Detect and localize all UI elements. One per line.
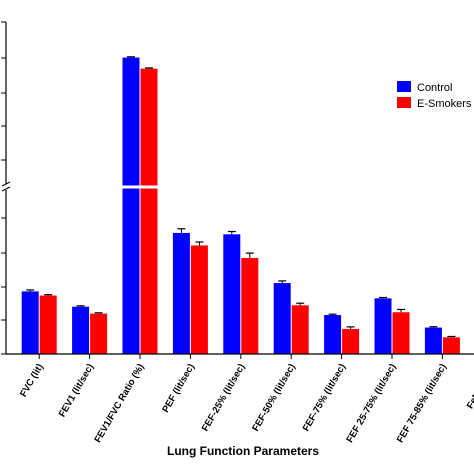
bar-e-smokers-6: [342, 328, 360, 354]
bar-e-smokers-7: [392, 312, 410, 354]
x-tick-label-1: FEV1 (lit/sec): [57, 362, 96, 419]
bar-control-8: [424, 327, 442, 354]
y-axis-break-mark-lower: [1, 186, 11, 192]
legend-label-control: Control: [417, 82, 452, 94]
bar-control-1: [72, 306, 90, 354]
bar-control-4: [223, 234, 241, 354]
bar-control-2: [122, 57, 140, 355]
bar-control-0: [21, 291, 39, 354]
legend: Control E-Smokers: [397, 81, 472, 110]
bar-e-smokers-1: [90, 313, 108, 354]
bar-e-smokers-0: [39, 295, 57, 354]
bars-layer: [7, 56, 474, 355]
axes-layer: [1, 21, 474, 359]
x-tick-label-4: FEF-25% (lit/sec): [200, 362, 248, 433]
x-tick-label-5: FEF-50% (lit/sec): [250, 362, 298, 433]
x-tick-labels: FVC (lit) FEV1 (lit/sec)FEV1/FVC Ratio (%…: [18, 362, 474, 445]
x-tick-label-9: FeNo (ppb): [465, 362, 474, 411]
y-axis-break-gap: [2, 184, 10, 190]
x-axis-title: Lung Function Parameters: [167, 444, 319, 458]
bar-control-5: [273, 283, 291, 354]
bar-e-smokers-5: [291, 305, 309, 354]
x-tick-label-7: FEF 25-75% (lit/sec): [344, 362, 398, 445]
x-tick-label-0: FVC (lit): [18, 362, 46, 399]
axis-break-band: [7, 185, 474, 189]
x-tick-label-3: PEF (lit/sec): [160, 362, 197, 415]
bar-control-6: [324, 315, 342, 354]
bar-e-smokers-8: [442, 337, 460, 354]
bar-e-smokers-2: [140, 68, 158, 355]
bar-e-smokers-4: [241, 257, 259, 354]
y-axis-break-mark-upper: [1, 181, 11, 187]
bar-control-7: [374, 298, 392, 354]
bar-control-3: [172, 232, 190, 354]
x-tick-label-6: FEF-75% (lit/sec): [301, 362, 349, 433]
x-tick-label-8: FEF 75-85% (lit/sec): [395, 362, 449, 445]
legend-swatch-e-smokers: [397, 97, 411, 108]
bar-e-smokers-3: [190, 245, 208, 354]
legend-label-e-smokers: E-Smokers: [417, 98, 472, 110]
legend-swatch-control: [397, 81, 411, 92]
x-tick-label-2: FEV1/FVC Ratio (%): [92, 362, 146, 445]
